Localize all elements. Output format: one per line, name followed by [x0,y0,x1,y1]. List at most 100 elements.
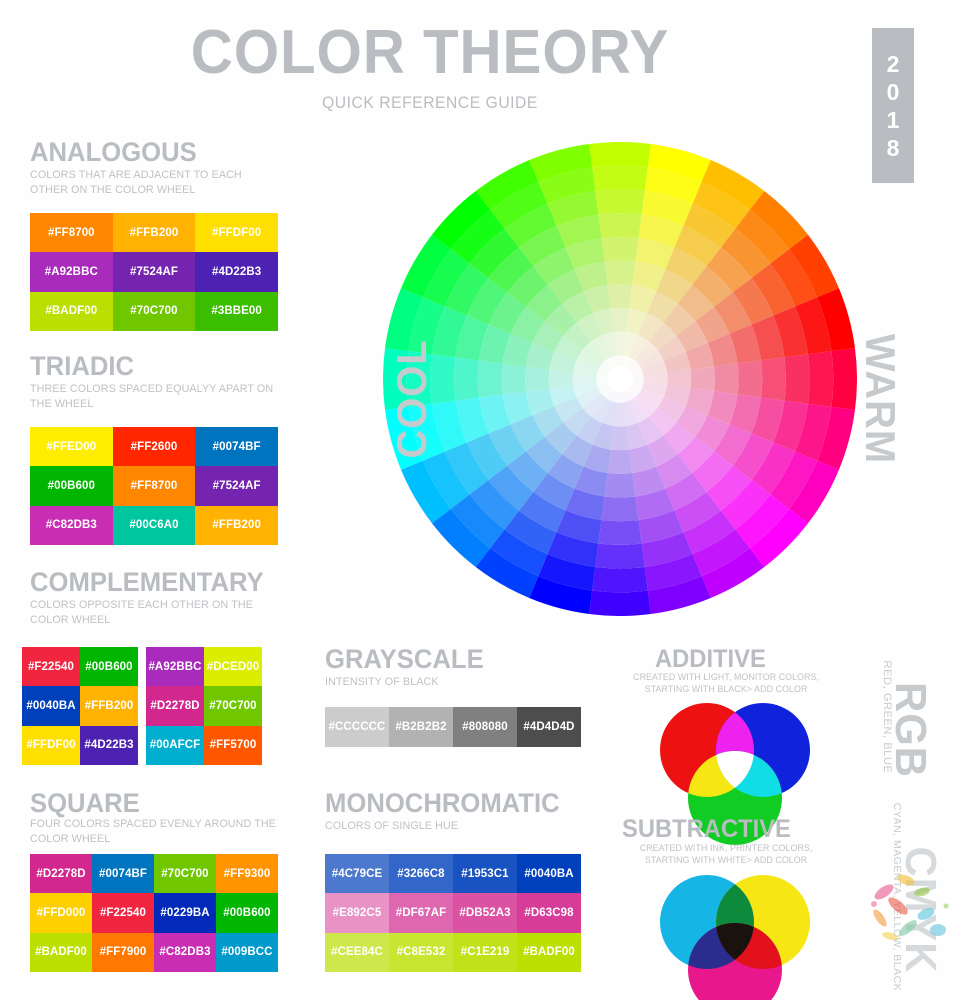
color-swatch[interactable]: #E892C5 [325,893,389,933]
color-swatch[interactable]: #4C79CE [325,854,389,894]
color-swatch[interactable]: #00C6A0 [112,505,196,545]
color-swatch[interactable]: #0074BF [195,427,278,467]
color-swatch[interactable]: #DF67AF [389,893,453,933]
color-swatch[interactable]: #808080 [453,707,517,747]
wheel-sector [629,444,657,473]
wheel-sector [707,391,738,425]
color-swatch[interactable]: #FF5700 [204,725,262,765]
color-swatch[interactable]: #00B600 [216,893,278,933]
color-swatch[interactable]: #CCCCCC [325,707,389,747]
wheel-sector [504,203,557,248]
color-swatch[interactable]: #FF8700 [112,466,196,506]
color-swatch[interactable]: #D2278D [30,854,92,894]
wheel-sector [554,335,583,361]
color-swatch[interactable]: #3BBE00 [195,291,278,331]
wheel-sector [623,332,639,358]
color-swatch[interactable]: #0074BF [92,854,154,894]
color-swatch[interactable]: #D2278D [146,686,204,726]
wheel-sector [533,473,575,511]
wheel-sector [562,435,593,467]
color-swatch[interactable]: #F22540 [92,893,154,933]
color-swatch[interactable]: #FF8700 [30,213,113,253]
wheel-sector [548,369,574,389]
color-swatch[interactable]: #70C700 [154,854,216,894]
color-swatch[interactable]: #F22540 [22,647,80,687]
color-swatch[interactable]: #A92BBC [146,647,204,687]
color-swatch[interactable]: #4D4D4D [517,707,581,747]
wheel-sector [773,400,808,452]
wheel-sector [507,451,548,492]
wheel-sector [432,306,467,358]
color-swatch[interactable]: #009BCC [216,932,278,972]
color-swatch[interactable]: #FF2600 [112,427,196,467]
color-swatch[interactable]: #0040BA [22,686,80,726]
color-swatch[interactable]: #DB52A3 [453,893,517,933]
wheel-sector [634,393,658,417]
swatch-grid-analogous: #FF8700 #FFB200 #FFDF00 #A92BBC #7524AF #4D22… [30,213,278,331]
label-cool: COOL [388,339,435,459]
wheel-sector [538,167,596,204]
wheel-sector [817,288,855,352]
color-swatch[interactable]: #7524AF [112,252,196,292]
year-digit: 2 [886,50,900,77]
color-swatch[interactable]: #D63C98 [517,893,581,933]
color-swatch[interactable]: #70C700 [204,686,262,726]
wheel-sector [574,466,608,497]
color-swatch[interactable]: #FF7900 [92,932,154,972]
wheel-sector [735,494,790,549]
color-swatch[interactable]: #70C700 [112,291,196,331]
wheel-sector [455,315,489,361]
color-swatch[interactable]: #4D22B3 [80,725,138,765]
color-swatch[interactable]: #FFB200 [195,505,278,545]
color-swatch[interactable]: #00B600 [80,647,138,687]
color-swatch[interactable]: #FF9300 [216,854,278,894]
color-swatch[interactable]: #00B600 [30,466,113,506]
section-title-grayscale: GRAYSCALE [325,644,484,674]
color-swatch[interactable]: #1953C1 [453,854,517,894]
color-swatch[interactable]: #FFED00 [30,427,113,467]
color-swatch[interactable]: #FFD000 [30,893,92,933]
color-swatch[interactable]: #A92BBC [30,252,113,292]
color-swatch[interactable]: #7524AF [195,466,278,506]
color-swatch[interactable]: #B2B2B2 [389,707,453,747]
wheel-sector [714,424,752,466]
color-swatch[interactable]: #C8E532 [389,932,453,972]
wheel-sector [595,543,645,569]
color-swatch[interactable]: #3266C8 [389,854,453,894]
label-cmyk: CMYK [896,846,945,974]
color-swatch[interactable]: #00AFCF [146,725,204,765]
color-swatch[interactable]: #FFDF00 [195,213,278,253]
color-swatch[interactable]: #BADF00 [517,932,581,972]
color-swatch[interactable]: #BADF00 [30,291,113,331]
wheel-sector [807,351,834,407]
wheel-sector [529,144,593,182]
wheel-sector [751,315,785,361]
color-swatch[interactable]: #FFB200 [80,686,138,726]
wheel-sector [591,335,611,361]
section-title-analogous: ANALOGOUS [30,137,197,167]
color-swatch[interactable]: #DCED00 [204,647,262,687]
color-swatch[interactable]: #FFB200 [112,213,196,253]
color-swatch[interactable]: #CEE84C [325,932,389,972]
color-swatch[interactable]: #C82DB3 [30,505,113,545]
page-title: COLOR THEORY [190,18,670,87]
wheel-sector [795,297,832,355]
color-swatch[interactable]: #C1E219 [453,932,517,972]
wheel-sector [732,433,774,480]
color-swatch[interactable]: #C82DB3 [154,932,216,972]
wheel-sector [589,142,651,168]
color-swatch[interactable]: #FFDF00 [22,725,80,765]
year-digit: 1 [886,106,900,133]
wheel-sector [644,167,702,204]
color-swatch[interactable]: #0229BA [154,893,216,933]
wheel-sector [690,366,715,392]
wheel-sector [676,321,708,352]
wheel-sector [444,442,489,495]
wheel-sector [789,460,839,524]
wheel-sector [488,465,534,511]
wheel-sector [760,357,786,401]
wheel-sector [692,529,750,577]
color-swatch[interactable]: #BADF00 [30,932,92,972]
color-swatch[interactable]: #0040BA [517,854,581,894]
color-swatch[interactable]: #4D22B3 [195,252,278,292]
